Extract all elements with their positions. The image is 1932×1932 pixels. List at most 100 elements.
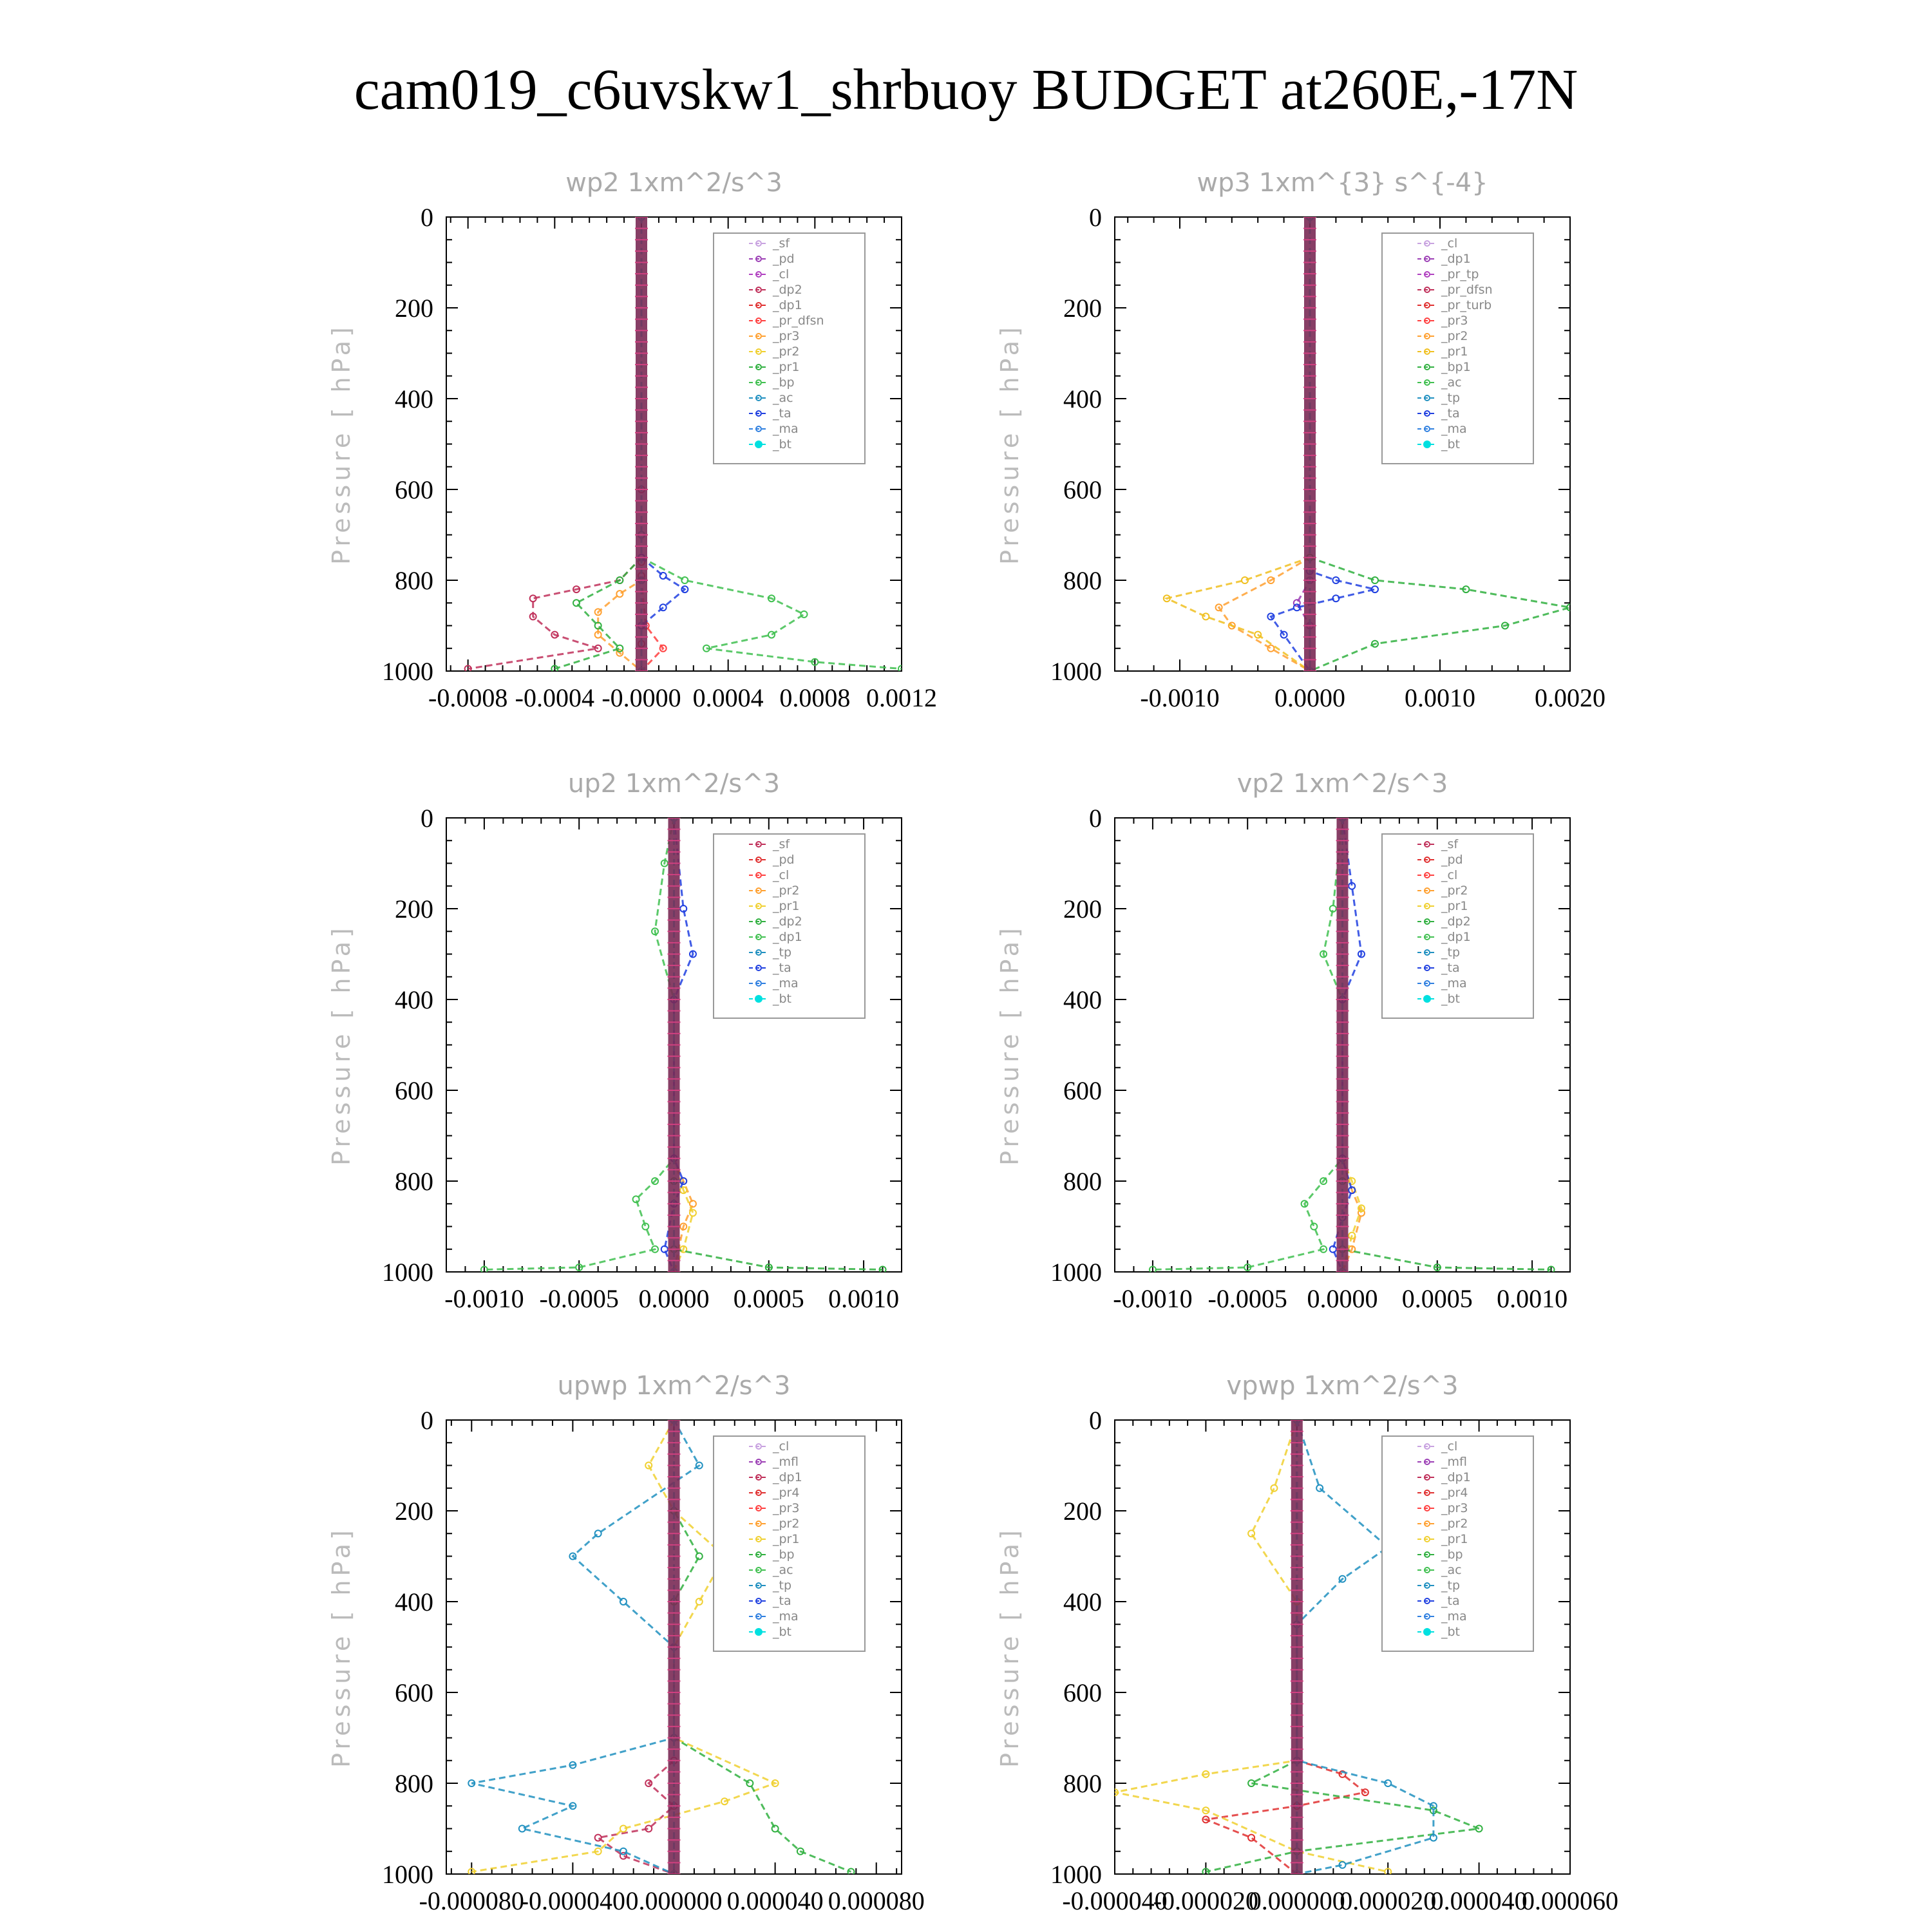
legend-marker bbox=[1424, 302, 1430, 308]
legend-entry: _pr_turb bbox=[1441, 298, 1492, 312]
series-point bbox=[619, 1852, 627, 1860]
legend-entry: _cl bbox=[772, 1439, 789, 1454]
series-point bbox=[480, 1265, 488, 1272]
legend-entry: _ac bbox=[1441, 375, 1462, 390]
series-point bbox=[1384, 1779, 1392, 1787]
legend-box bbox=[1381, 232, 1534, 464]
legend-marker bbox=[755, 1490, 762, 1496]
series-point bbox=[1267, 644, 1275, 652]
x-tick-label: 0.000080 bbox=[828, 1886, 925, 1915]
legend-entry: _pr2 bbox=[1441, 884, 1468, 898]
series-point bbox=[1475, 1824, 1483, 1833]
series-point bbox=[1357, 1204, 1365, 1213]
x-tick-label: 0.0000 bbox=[639, 1284, 710, 1313]
series-line-bp1 bbox=[1309, 217, 1570, 671]
x-tick-label: 0.0000 bbox=[1274, 683, 1345, 712]
series-point bbox=[1429, 1802, 1437, 1810]
series-point bbox=[681, 576, 689, 584]
x-tick-label: 0.000060 bbox=[1522, 1886, 1618, 1915]
legend-marker bbox=[1424, 426, 1430, 432]
series-point bbox=[800, 610, 808, 618]
series-point bbox=[616, 644, 624, 652]
legend-marker bbox=[1424, 1536, 1430, 1542]
series-point bbox=[1202, 1815, 1210, 1824]
legend-entry: _pr3 bbox=[1441, 314, 1468, 328]
series-point bbox=[594, 608, 602, 616]
series-group bbox=[1148, 818, 1555, 1272]
legend-marker bbox=[1424, 1443, 1430, 1450]
y-tick-label: 400 bbox=[1063, 384, 1102, 413]
legend-entry: _pr1 bbox=[1441, 899, 1468, 913]
legend-entry: _cl bbox=[1441, 236, 1457, 251]
series-point bbox=[575, 1263, 583, 1271]
legend-marker bbox=[755, 395, 762, 401]
legend-entry: _ma bbox=[772, 1609, 799, 1624]
series-line-tp bbox=[471, 1420, 701, 1874]
legend-marker bbox=[1424, 287, 1430, 293]
legend-marker bbox=[1424, 240, 1430, 247]
series-point bbox=[1202, 1868, 1210, 1874]
legend-entry: _dp1 bbox=[1441, 930, 1471, 944]
series-point bbox=[1215, 603, 1223, 612]
legend-marker bbox=[1423, 1628, 1431, 1636]
series-point bbox=[594, 644, 602, 652]
legend-marker bbox=[755, 1551, 762, 1558]
legend-entry: _pr1 bbox=[772, 360, 799, 374]
series-point bbox=[1547, 1265, 1555, 1272]
series-point bbox=[1371, 585, 1379, 594]
series-point bbox=[619, 1847, 627, 1855]
x-tick-label: 0.0012 bbox=[866, 683, 937, 712]
series-point bbox=[569, 1761, 577, 1769]
series-point bbox=[1371, 639, 1379, 648]
legend-marker bbox=[755, 934, 762, 940]
legend-entry: _pr4 bbox=[1441, 1486, 1468, 1500]
y-tick-label: 1000 bbox=[382, 1860, 433, 1889]
panel-title: vp2 1xm^2/s^3 bbox=[1237, 769, 1448, 799]
legend-marker bbox=[755, 1474, 762, 1481]
y-axis-label: Pressure [ hPa] bbox=[996, 924, 1024, 1166]
series-group bbox=[1162, 217, 1570, 671]
legend-marker bbox=[1424, 333, 1430, 339]
legend-marker bbox=[1424, 1490, 1430, 1496]
legend-marker bbox=[755, 317, 762, 324]
series-point bbox=[695, 1598, 703, 1605]
series-point bbox=[518, 1824, 526, 1833]
x-tick-label: 0.0005 bbox=[1402, 1284, 1473, 1313]
y-tick-label: 400 bbox=[395, 1587, 433, 1616]
series-point bbox=[1148, 1265, 1157, 1272]
legend-entry: _sf bbox=[1441, 837, 1459, 851]
legend-entry: _dp2 bbox=[1441, 914, 1471, 929]
legend-entry: _pr2 bbox=[772, 1517, 799, 1531]
legend-marker bbox=[1424, 857, 1430, 863]
legend-marker bbox=[1424, 348, 1430, 355]
series-group bbox=[480, 818, 887, 1272]
legend-entry: _pd bbox=[772, 252, 795, 266]
series-point bbox=[1202, 1806, 1210, 1815]
y-tick-label: 0 bbox=[1089, 203, 1102, 232]
chart-panel-3: up2 1xm^2/s^3 Pressure [ hPa] 0 200 400 600 80… bbox=[327, 769, 902, 1313]
series-point bbox=[468, 1868, 476, 1874]
chart-panel-5: upwp 1xm^2/s^3 Pressure [ hPa] 0 200 400 600 8… bbox=[327, 1371, 925, 1915]
legend-marker bbox=[755, 841, 762, 848]
legend-entry: _pr1 bbox=[772, 899, 799, 913]
legend-marker bbox=[1424, 1598, 1430, 1604]
series-point bbox=[688, 950, 697, 958]
series-point bbox=[594, 630, 602, 639]
y-tick-label: 1000 bbox=[1050, 1860, 1102, 1889]
series-point bbox=[1332, 576, 1340, 584]
legend-entry: _mfl bbox=[1441, 1455, 1467, 1469]
y-axis-label: Pressure [ hPa] bbox=[996, 1526, 1024, 1768]
x-tick-label: -0.000020 bbox=[1153, 1886, 1258, 1915]
series-point bbox=[573, 599, 580, 607]
y-tick-label: 0 bbox=[421, 203, 433, 232]
series-point bbox=[645, 1824, 653, 1833]
x-tick-label: 0.000000 bbox=[626, 1886, 723, 1915]
x-tick-label: 0.0010 bbox=[828, 1284, 899, 1313]
series-point bbox=[764, 1263, 773, 1271]
legend-marker bbox=[755, 1598, 762, 1604]
series-point bbox=[1338, 1575, 1347, 1583]
series-point bbox=[1247, 1833, 1256, 1842]
legend-marker bbox=[755, 333, 762, 339]
legend-marker bbox=[1424, 1613, 1430, 1620]
